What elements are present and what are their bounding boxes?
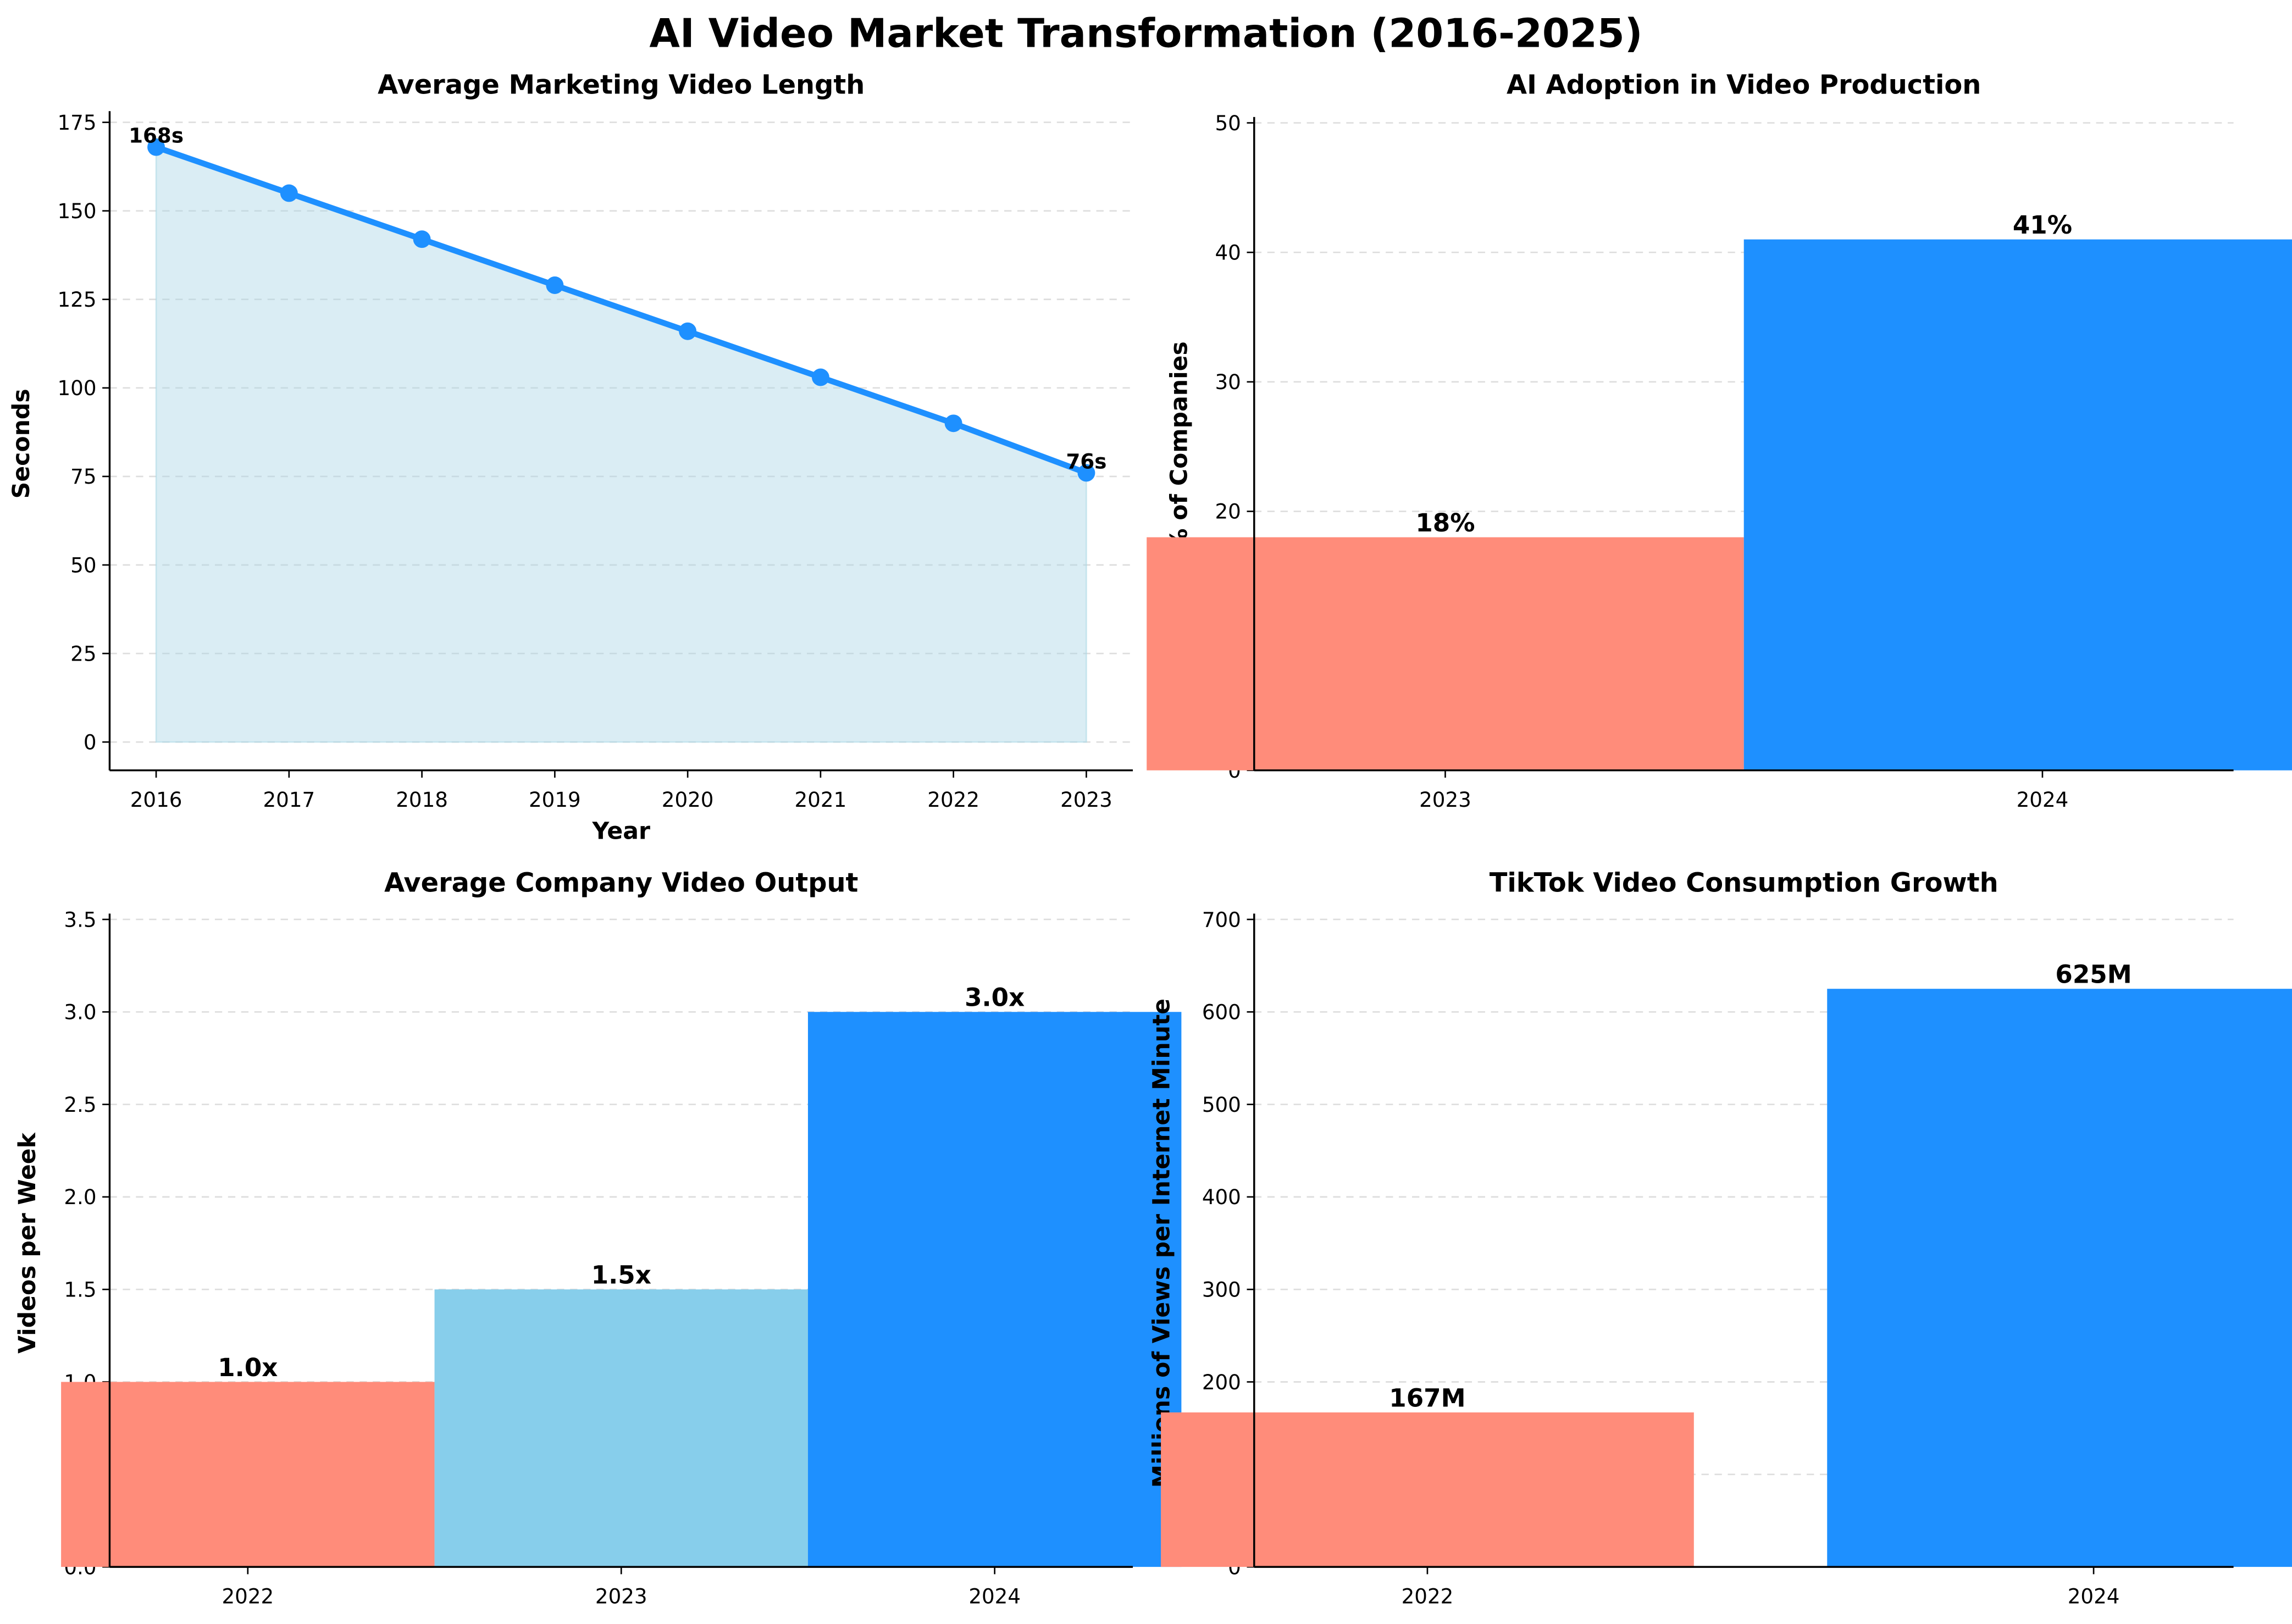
x-tick-label: 2019 [529,788,581,812]
data-point [413,230,431,248]
panel-4: TikTok Video Consumption Growth010020030… [1149,868,2292,1609]
panel-title: Average Company Video Output [384,868,858,898]
y-tick-label: 1.5 [64,1277,96,1301]
series-line [155,144,1088,476]
data-point [546,276,564,294]
data-point [147,138,165,156]
x-tick-label: 2024 [2068,1584,2120,1609]
data-label: 1.5x [591,1261,651,1290]
y-tick-label: 40 [1215,240,1241,264]
y-tick-label: 300 [1202,1277,1241,1301]
x-tick-label: 2023 [595,1584,647,1609]
panel-title: Average Marketing Video Length [378,70,865,100]
x-tick-label: 2017 [263,788,315,812]
data-label: 167M [1389,1383,1465,1412]
data-label: 18% [1415,508,1475,537]
y-axis-label: Millions of Views per Internet Minute [1149,999,1176,1488]
panel-3: Average Company Video Output0.00.51.01.5… [14,868,1182,1609]
x-tick-label: 2022 [1402,1584,1454,1609]
data-point [944,414,962,433]
x-tick-label: 2020 [662,788,714,812]
y-tick-label: 100 [57,376,96,400]
panel-2: AI Adoption in Video Production010203040… [1147,70,2292,812]
data-label: 168s [129,124,184,148]
bar [807,1012,1182,1567]
y-tick-label: 20 [1215,500,1241,524]
data-label: 3.0x [965,983,1025,1012]
y-tick-label: 400 [1202,1185,1241,1209]
y-tick-label: 175 [57,110,96,135]
data-point [1077,464,1095,482]
y-axis-label: Videos per Week [14,1132,41,1354]
data-point [679,322,697,340]
x-tick-label: 2018 [396,788,448,812]
y-tick-label: 2.5 [64,1093,96,1117]
bar [1161,1412,1694,1567]
x-tick-label: 2016 [130,788,182,812]
bar [1147,537,1744,771]
x-tick-label: 2024 [968,1584,1021,1609]
y-tick-label: 500 [1202,1093,1241,1117]
panel-1: Average Marketing Video Length 0 25 50 75 100… [8,70,1133,845]
y-tick-label: 150 [57,199,96,223]
x-tick-label: 2024 [2017,788,2069,812]
panel-title: TikTok Video Consumption Growth [1490,868,1998,898]
figure-title: AI Video Market Transformation (2016-202… [649,10,1642,56]
y-tick-label: 0 [84,730,97,754]
y-tick-label: 3.0 [64,1000,96,1024]
y-axis-label: Seconds [8,389,35,498]
y-tick-label: 50 [1215,111,1241,135]
panel-title: AI Adoption in Video Production [1507,70,1981,100]
y-tick-label: 50 [70,553,96,577]
y-tick-label: 200 [1202,1370,1241,1394]
bar [434,1289,808,1567]
bar [1827,989,2292,1567]
data-point [811,368,829,386]
y-tick-label: 2.0 [64,1185,96,1209]
y-tick-label: 75 [70,464,96,489]
x-tick-label: 2023 [1419,788,1471,812]
y-tick-label: 700 [1202,907,1241,932]
data-label: 625M [2055,960,2132,989]
data-label: 41% [2013,210,2072,240]
x-axis-label: Year [592,818,650,845]
data-label: 1.0x [218,1353,278,1382]
x-tick-label: 2022 [927,788,979,812]
y-tick-label: 30 [1215,370,1241,394]
y-tick-label: 125 [57,287,96,312]
bar [1743,239,2292,771]
y-tick-label: 25 [70,641,96,666]
x-tick-label: 2022 [222,1584,274,1609]
data-label: 76s [1066,449,1106,473]
x-tick-label: 2023 [1060,788,1112,812]
data-point [280,184,298,202]
x-tick-label: 2021 [795,788,847,812]
y-tick-label: 3.5 [64,907,96,932]
y-axis-label: % of Companies [1166,341,1193,552]
y-tick-label: 600 [1202,1000,1241,1024]
bar [61,1382,435,1567]
